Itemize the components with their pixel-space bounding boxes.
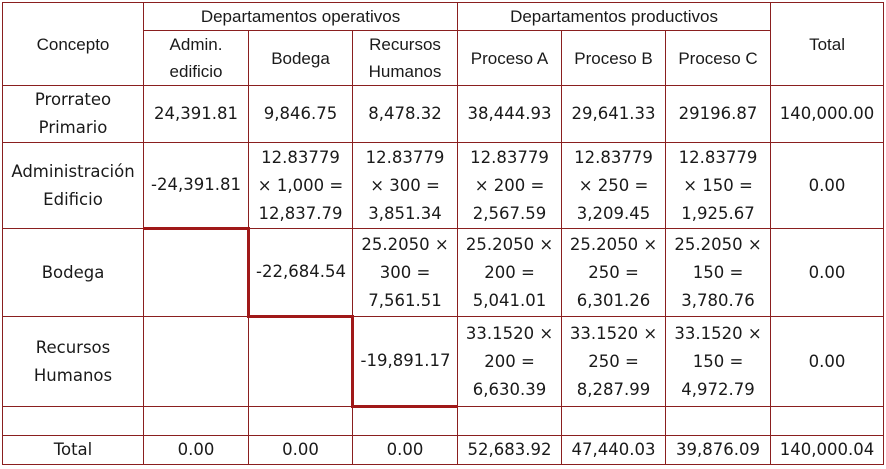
table-cell-empty bbox=[248, 315, 353, 407]
table-cell: 12.83779 × 150 = 1,925.67 bbox=[665, 142, 772, 229]
table-cell: 0.00 bbox=[351, 435, 459, 465]
table-cell: 39,876.09 bbox=[665, 435, 772, 465]
table-cell: 38,444.93 bbox=[457, 85, 563, 143]
table-cell: 12.83779 × 300 = 3,851.34 bbox=[351, 142, 459, 229]
table-cell: 24,391.81 bbox=[143, 85, 249, 143]
table-cell: 12.83779 × 200 = 2,567.59 bbox=[457, 142, 563, 229]
table-cell-empty bbox=[770, 406, 885, 436]
table-cell: 8,478.32 bbox=[351, 85, 459, 143]
table-cell: -22,684.54 bbox=[247, 228, 353, 317]
table-cell: 0.00 bbox=[248, 435, 353, 465]
table-row-bodega: Bodega -22,684.54 25.2050 × 300 = 7,561.… bbox=[2, 227, 885, 317]
table-cell-empty bbox=[665, 406, 772, 436]
table-cell: 12.83779 × 250 = 3,209.45 bbox=[561, 142, 667, 229]
row-label: Prorrateo Primario bbox=[2, 85, 144, 143]
table-cell: 25.2050 × 150 = 3,780.76 bbox=[665, 228, 772, 317]
table-cell: 52,683.92 bbox=[457, 435, 563, 465]
col-header-rrhh: Recursos Humanos bbox=[351, 30, 459, 86]
table-cell-empty bbox=[2, 406, 144, 436]
table-cell-total: 140,000.00 bbox=[770, 85, 885, 143]
table-row-rrhh: Recursos Humanos -19,891.17 33.1520 × 20… bbox=[2, 315, 885, 408]
table-row-spacer bbox=[2, 406, 885, 436]
total-header: Total bbox=[770, 2, 885, 86]
header-row-columns: Admin. edificio Bodega Recursos Humanos … bbox=[3, 30, 884, 86]
table-cell-empty bbox=[561, 406, 667, 436]
table-cell-empty bbox=[143, 406, 249, 436]
table-cell-empty bbox=[457, 406, 563, 436]
table-cell: 29196.87 bbox=[665, 85, 772, 143]
table-cell: 12.83779 × 1,000 = 12,837.79 bbox=[248, 142, 353, 229]
col-header-proceso-b: Proceso B bbox=[561, 30, 667, 86]
table-cell: 9,846.75 bbox=[248, 85, 353, 143]
table-cell: -24,391.81 bbox=[143, 142, 249, 229]
table-row-total: Total 0.00 0.00 0.00 52,683.92 47,440.03… bbox=[2, 435, 885, 465]
row-label: Bodega bbox=[2, 228, 144, 317]
table-cell: 47,440.03 bbox=[561, 435, 667, 465]
table-cell-empty bbox=[351, 406, 459, 436]
row-label: Administración Edificio bbox=[2, 142, 144, 229]
group-productivos-header: Departamentos productivos bbox=[457, 2, 772, 31]
row-label: Total bbox=[2, 435, 144, 465]
col-header-bodega: Bodega bbox=[248, 30, 353, 86]
table-cell: 29,641.33 bbox=[561, 85, 667, 143]
table-cell: 25.2050 × 200 = 5,041.01 bbox=[457, 228, 563, 317]
table-cell-empty bbox=[143, 316, 249, 407]
table-cell: 33.1520 × 150 = 4,972.79 bbox=[665, 316, 772, 407]
concept-header: Concepto bbox=[2, 2, 144, 86]
table-cell-total: 0.00 bbox=[770, 142, 885, 229]
table-cell-total: 0.00 bbox=[770, 316, 885, 407]
col-header-admin: Admin. edificio bbox=[143, 30, 249, 86]
table-cell: 33.1520 × 250 = 8,287.99 bbox=[561, 316, 667, 407]
table-cell: 33.1520 × 200 = 6,630.39 bbox=[457, 316, 563, 407]
header-row-groups: Concepto Departamentos operativos Depart… bbox=[2, 2, 885, 86]
table-cell: 0.00 bbox=[143, 435, 249, 465]
table-cell-total: 0.00 bbox=[770, 228, 885, 317]
table-cell-total: 140,000.04 bbox=[770, 435, 885, 465]
table-cell: -19,891.17 bbox=[350, 316, 459, 408]
col-header-proceso-a: Proceso A bbox=[457, 30, 563, 86]
table-cell-empty bbox=[143, 227, 249, 317]
table-cell-empty bbox=[248, 406, 353, 436]
col-header-proceso-c: Proceso C bbox=[665, 30, 772, 86]
group-operativos-header: Departamentos operativos bbox=[142, 2, 459, 31]
table-row-admin: Administración Edificio -24,391.81 12.83… bbox=[2, 142, 885, 229]
table-row-prorrateo: Prorrateo Primario 24,391.81 9,846.75 8,… bbox=[2, 85, 885, 143]
table-cell: 25.2050 × 250 = 6,301.26 bbox=[561, 228, 667, 317]
row-label: Recursos Humanos bbox=[2, 316, 144, 407]
table-cell: 25.2050 × 300 = 7,561.51 bbox=[351, 228, 459, 317]
